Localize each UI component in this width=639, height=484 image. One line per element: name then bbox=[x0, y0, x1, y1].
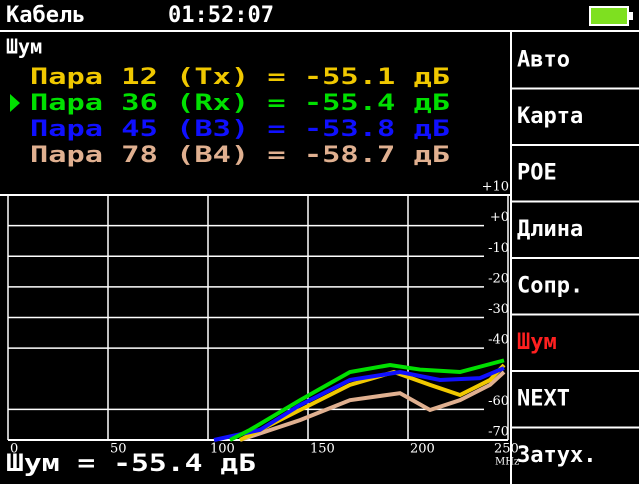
clock: 01:52:07 bbox=[168, 3, 274, 28]
x-tick-label: 150 bbox=[310, 442, 335, 457]
menu-item[interactable]: Авто bbox=[517, 47, 570, 72]
menu-item[interactable]: Карта bbox=[517, 104, 583, 129]
y-tick-label: -70 bbox=[488, 425, 509, 440]
selection-arrow bbox=[10, 94, 20, 112]
y-tick-label: +0 bbox=[490, 210, 509, 225]
battery-tip bbox=[628, 12, 633, 20]
menu-item[interactable]: Шум bbox=[517, 330, 557, 355]
device-title: Кабель bbox=[6, 3, 85, 28]
section-title: Шум bbox=[6, 35, 42, 59]
menu-item[interactable]: Сопр. bbox=[517, 273, 583, 298]
pair-line: Пара 45 (B3) = -53.8 дБ bbox=[30, 117, 450, 142]
menu-item[interactable]: Затух. bbox=[517, 443, 596, 468]
noise-curve bbox=[239, 363, 506, 442]
y-tick-label: -40 bbox=[488, 333, 509, 348]
noise-curve bbox=[229, 358, 505, 442]
pair-line: Пара 36 (Rx) = -55.4 дБ bbox=[30, 91, 450, 116]
x-unit: MHz bbox=[495, 457, 519, 468]
y-tick-label: -20 bbox=[488, 271, 509, 286]
pair-line: Пара 12 (Tx) = -55.1 дБ bbox=[30, 65, 450, 90]
noise-curve bbox=[213, 366, 505, 442]
battery bbox=[589, 6, 629, 26]
pair-line: Пара 78 (B4) = -58.7 дБ bbox=[30, 143, 450, 168]
noise-readout: Шум = -55.4 дБ bbox=[6, 449, 256, 477]
y-tick-label: -30 bbox=[488, 302, 509, 317]
x-tick-label: 50 bbox=[110, 442, 127, 457]
status-bar bbox=[0, 0, 639, 30]
x-tick-label: 250 bbox=[494, 442, 519, 457]
x-tick-label: 0 bbox=[10, 442, 18, 457]
y-tick-label: +10 bbox=[482, 180, 509, 195]
noise-curve bbox=[239, 370, 506, 442]
y-tick-label: -60 bbox=[488, 394, 509, 409]
menu-item[interactable]: NEXT bbox=[517, 386, 570, 411]
menu-item[interactable]: Длина bbox=[517, 217, 583, 242]
menu-item[interactable]: POE bbox=[517, 160, 557, 185]
x-tick-label: 200 bbox=[410, 442, 435, 457]
x-tick-label: 100 bbox=[210, 442, 235, 457]
y-tick-label: -10 bbox=[488, 241, 509, 256]
